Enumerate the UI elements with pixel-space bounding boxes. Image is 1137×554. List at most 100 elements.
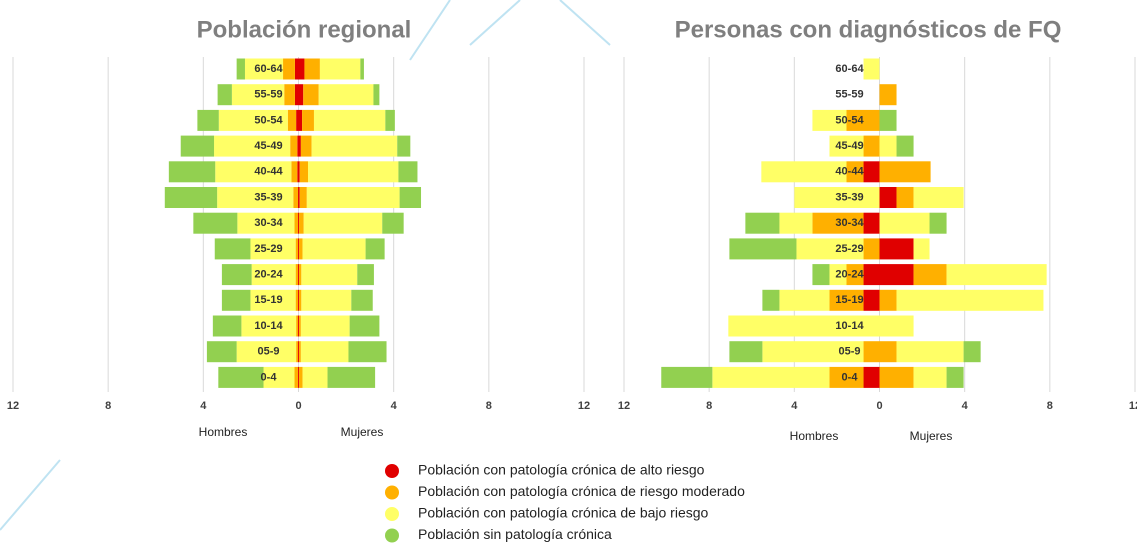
category-label: 20-24: [835, 269, 864, 281]
category-label: 15-19: [835, 294, 863, 306]
bar-segment: [221, 264, 252, 286]
bar-segment: [217, 187, 294, 208]
bar-segment: [313, 109, 386, 131]
category-label: 25-29: [835, 243, 863, 255]
bar-segment: [761, 161, 847, 183]
category-label: 45-49: [835, 140, 863, 152]
bar-segment: [349, 315, 380, 337]
bar-segment: [295, 264, 299, 286]
bar-segment: [863, 161, 880, 183]
bar-segment: [879, 238, 914, 260]
bar-segment: [294, 366, 299, 388]
bar-segment: [302, 109, 314, 131]
bar-segment: [302, 366, 328, 388]
bar-segment: [168, 161, 216, 183]
bar-segment: [812, 212, 864, 234]
bar-segment: [319, 58, 361, 80]
bar-segment: [829, 264, 847, 286]
legend-marker: [385, 528, 399, 543]
category-label: 30-34: [254, 217, 283, 229]
bar-segment: [303, 212, 383, 234]
bar-segment: [197, 109, 219, 131]
bar-segment: [301, 289, 352, 311]
category-label: 60-64: [835, 63, 864, 75]
bar-segment: [298, 341, 301, 363]
bar-segment: [298, 315, 301, 337]
bars: [164, 58, 422, 388]
bar-segment: [398, 161, 418, 183]
legend-label: Población con patología crónica de alto …: [418, 462, 705, 478]
x-tick-label: 12: [1129, 400, 1137, 412]
bar-segment: [295, 238, 299, 260]
bar-segment: [863, 135, 880, 157]
bar-segment: [712, 366, 830, 388]
x-axis-label: Mujeres: [341, 425, 384, 439]
bar-segment: [351, 289, 373, 311]
x-tick-label: 4: [791, 400, 798, 412]
category-label: 60-64: [254, 63, 283, 75]
legend-marker: [385, 464, 399, 478]
bar-segment: [295, 289, 299, 311]
bar-segment: [250, 289, 296, 311]
bar-segment: [794, 187, 880, 208]
bar-segment: [296, 315, 299, 337]
category-label: 45-49: [254, 140, 282, 152]
x-axis-label: Hombres: [790, 429, 839, 443]
bar-segment: [913, 187, 964, 208]
deco-line: [409, 0, 451, 61]
bar-segment: [300, 135, 312, 157]
bar-segment: [180, 135, 215, 157]
bar-segment: [250, 238, 296, 260]
bar-segment: [231, 84, 285, 106]
category-label: 10-14: [835, 320, 864, 332]
bar-segment: [829, 366, 864, 388]
bar-segment: [301, 264, 358, 286]
bar-segment: [294, 84, 299, 106]
x-tick-label: 4: [962, 400, 969, 412]
category-label: 30-34: [835, 217, 864, 229]
bar-segment: [879, 135, 897, 157]
bar-segment: [244, 58, 284, 80]
bar-segment: [829, 289, 864, 311]
x-tick-label: 8: [706, 400, 712, 412]
bar-segment: [294, 212, 299, 234]
bar-segment: [762, 341, 864, 363]
legend-label: Población sin patología crónica: [418, 526, 612, 542]
bar-segment: [218, 109, 288, 131]
bar-segment: [298, 238, 303, 260]
bar-segment: [218, 366, 264, 388]
bar-segment: [762, 289, 780, 311]
bar-segment: [929, 212, 947, 234]
bar-segment: [863, 341, 880, 363]
bar-segment: [214, 238, 251, 260]
x-tick-label: 12: [7, 400, 19, 412]
bar-segment: [913, 366, 947, 388]
decoration: [0, 0, 611, 531]
bar-segment: [294, 58, 299, 80]
bar-segment: [879, 289, 897, 311]
bar-segment: [241, 315, 297, 337]
bar-segment: [879, 84, 897, 106]
category-label: 35-39: [835, 191, 863, 203]
bar-segment: [299, 161, 309, 183]
bar-segment: [303, 84, 319, 106]
bar-segment: [863, 212, 880, 234]
bars: [661, 58, 1047, 388]
x-tick-label: 8: [105, 400, 111, 412]
bar-segment: [863, 366, 880, 388]
bar-segment: [896, 187, 914, 208]
category-label: 20-24: [254, 269, 283, 281]
bar-segment: [879, 315, 914, 337]
bar-segment: [360, 58, 364, 80]
bar-segment: [311, 135, 398, 157]
legend-marker: [385, 507, 399, 521]
bar-segment: [297, 135, 299, 157]
bar-segment: [357, 264, 374, 286]
chart-title: Población regional: [197, 16, 412, 43]
bar-segment: [846, 109, 880, 131]
bar-segment: [237, 212, 295, 234]
x-tick-label: 12: [618, 400, 630, 412]
bar-segment: [879, 187, 897, 208]
x-tick-label: 0: [295, 400, 301, 412]
bar-segment: [963, 341, 981, 363]
